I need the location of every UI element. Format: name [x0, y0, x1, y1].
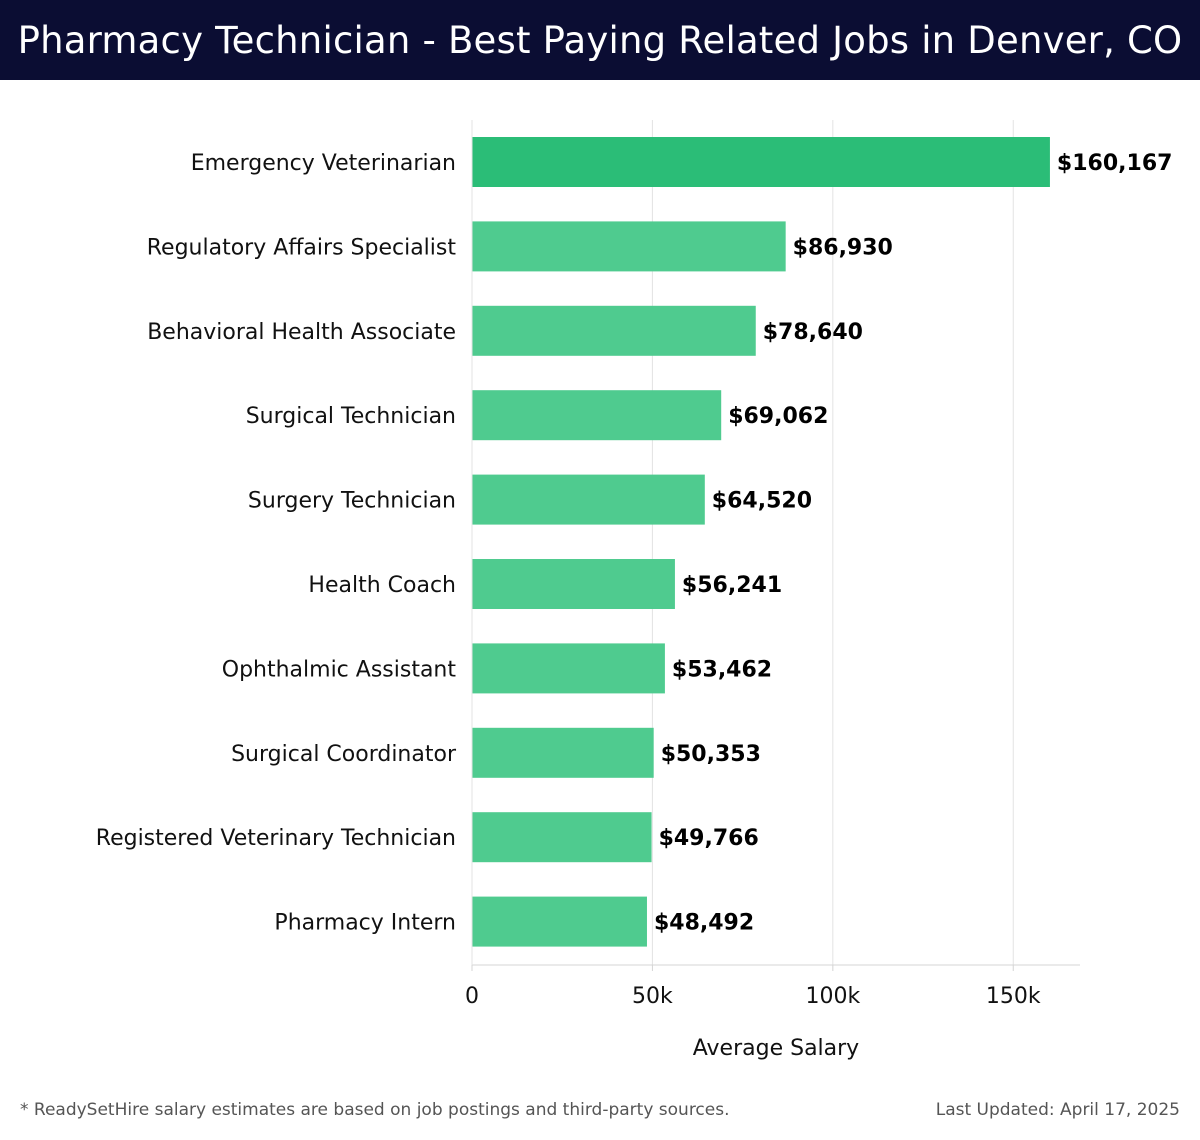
category-label-0: Emergency Veterinarian	[191, 151, 456, 176]
value-label-9: $48,492	[654, 911, 754, 936]
category-label-5: Health Coach	[308, 573, 456, 598]
bar-1	[472, 221, 786, 272]
bar-6	[472, 643, 665, 694]
category-label-6: Ophthalmic Assistant	[222, 657, 457, 682]
bar-9	[472, 896, 647, 947]
x-axis-title: Average Salary	[693, 1036, 859, 1061]
x-tick-label-3: 150k	[986, 984, 1041, 1009]
x-tick-label-0: 0	[465, 984, 479, 1009]
bar-0	[472, 137, 1050, 187]
category-label-3: Surgical Technician	[246, 404, 456, 429]
value-label-1: $86,930	[793, 235, 893, 260]
bar-2	[472, 305, 756, 356]
category-label-4: Surgery Technician	[248, 489, 456, 514]
chart-header: Pharmacy Technician - Best Paying Relate…	[0, 0, 1200, 80]
value-label-2: $78,640	[763, 320, 863, 345]
category-label-7: Surgical Coordinator	[231, 742, 457, 767]
bar-4	[472, 474, 705, 525]
value-label-5: $56,241	[682, 573, 782, 598]
value-label-4: $64,520	[712, 489, 812, 514]
bar-chart: 0 50k 100k 150k Emergency Veterinarian $160,1…	[96, 120, 1173, 1061]
x-tick-label-2: 100k	[805, 984, 860, 1009]
value-label-6: $53,462	[672, 657, 772, 682]
category-label-1: Regulatory Affairs Specialist	[147, 235, 457, 260]
value-label-0: $160,167	[1057, 151, 1173, 176]
bar-8	[472, 812, 652, 863]
bar-5	[472, 559, 675, 609]
category-label-2: Behavioral Health Associate	[147, 320, 456, 345]
value-label-7: $50,353	[661, 742, 761, 767]
category-label-9: Pharmacy Intern	[274, 911, 456, 936]
last-updated: Last Updated: April 17, 2025	[935, 1100, 1180, 1120]
footnote: * ReadySetHire salary estimates are base…	[20, 1100, 730, 1120]
value-label-8: $49,766	[659, 826, 759, 851]
category-label-8: Registered Veterinary Technician	[96, 826, 456, 851]
value-label-3: $69,062	[728, 404, 828, 429]
bar-3	[472, 390, 722, 441]
x-tick-label-1: 50k	[632, 984, 673, 1009]
chart-title: Pharmacy Technician - Best Paying Relate…	[17, 18, 1183, 62]
bar-7	[472, 727, 654, 778]
